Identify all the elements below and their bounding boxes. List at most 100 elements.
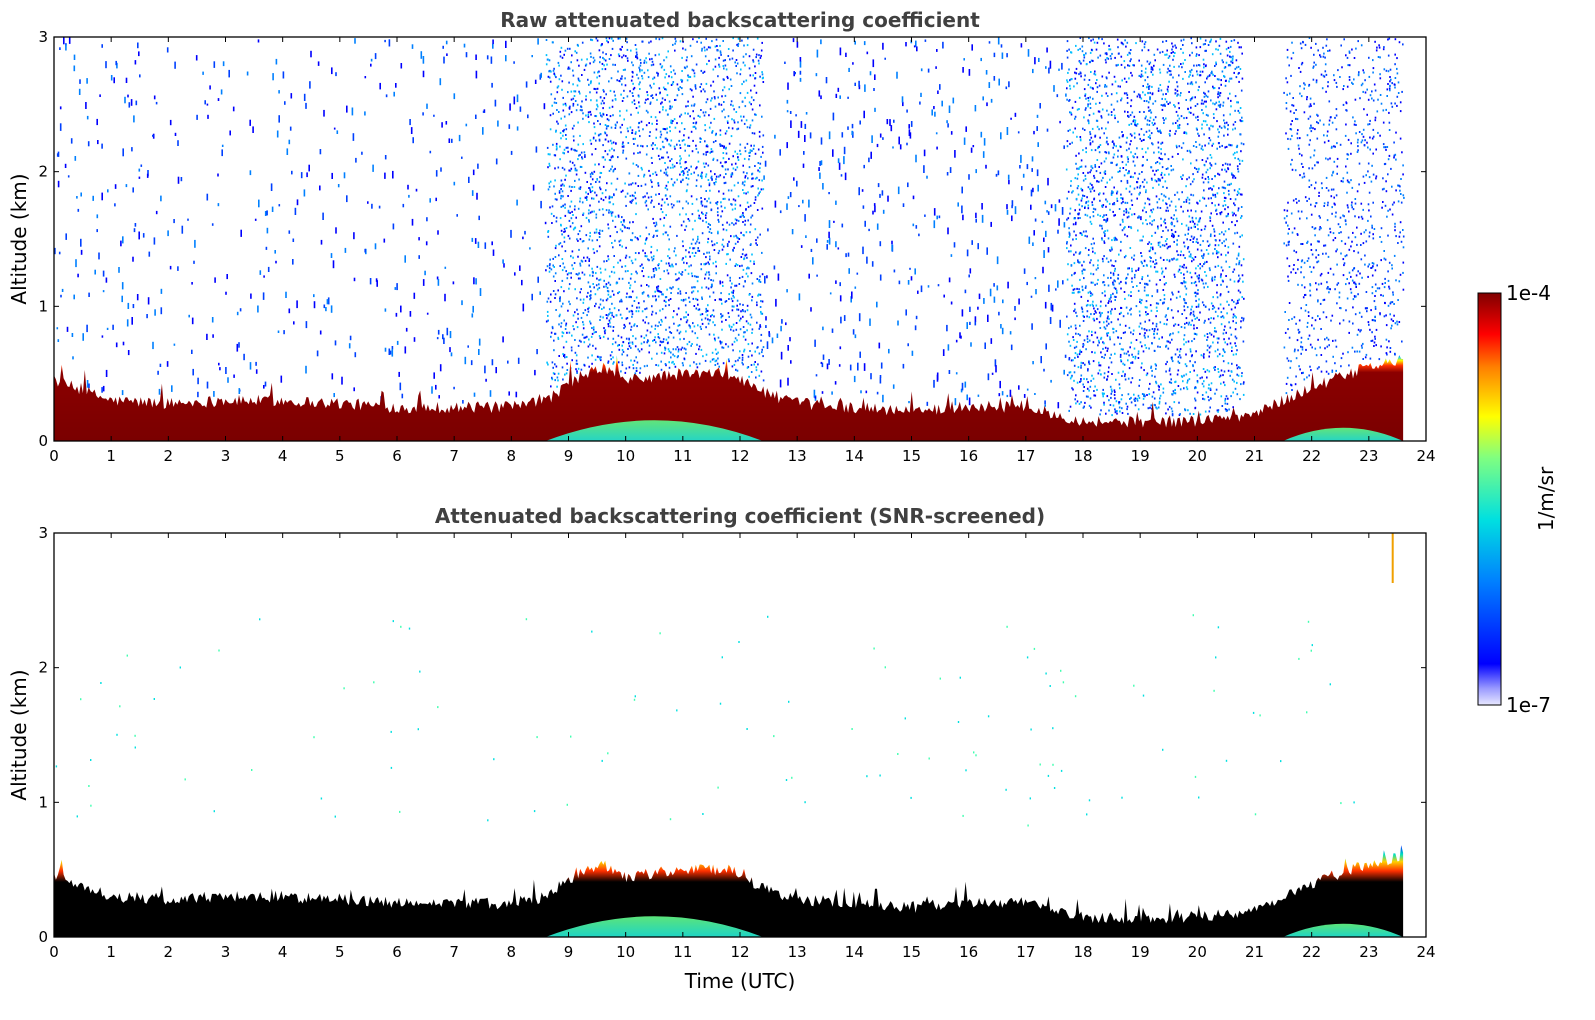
noise-pixel <box>673 355 676 358</box>
noise-pixel <box>1078 402 1081 405</box>
noise-pixel <box>759 56 762 59</box>
noise-pixel <box>1202 397 1204 400</box>
noise-pixel <box>1104 290 1106 293</box>
noise-pixel <box>1155 169 1158 172</box>
noise-pixel <box>662 108 664 111</box>
noise-pixel <box>631 342 634 345</box>
noise-pixel <box>1145 346 1148 349</box>
noise-pixel <box>1112 292 1114 295</box>
noise-pixel <box>1095 170 1098 173</box>
noise-pixel <box>681 80 683 83</box>
noise-pixel <box>1202 102 1205 105</box>
noise-pixel <box>729 279 731 282</box>
noise-pixel <box>1229 326 1232 329</box>
noise-pixel <box>1105 157 1107 160</box>
noise-pixel <box>688 324 690 327</box>
noise-pixel <box>700 173 703 176</box>
noise-pixel <box>714 360 717 363</box>
noise-pixel <box>1137 269 1140 271</box>
noise-pixel <box>667 181 669 184</box>
noise-pixel <box>1170 52 1173 54</box>
noise-pixel <box>665 300 667 303</box>
noise-pixel <box>1081 205 1083 208</box>
noise-pixel <box>573 227 576 230</box>
noise-pixel <box>1178 268 1181 271</box>
noise-pixel <box>702 162 705 165</box>
noise-pixel <box>1197 241 1199 244</box>
noise-pixel <box>631 310 634 313</box>
noise-pixel <box>761 73 764 76</box>
noise-pixel <box>615 314 618 317</box>
noise-pixel <box>594 148 597 150</box>
noise-pixel <box>598 335 601 337</box>
noise-pixel <box>563 168 566 171</box>
noise-pixel <box>1201 109 1203 111</box>
noise-pixel <box>587 356 589 359</box>
noise-pixel <box>648 344 651 347</box>
noise-pixel <box>563 290 565 293</box>
noise-pixel <box>656 249 658 252</box>
noise-pixel <box>1090 272 1092 275</box>
noise-pixel <box>1176 85 1179 88</box>
noise-pixel <box>711 314 713 316</box>
noise-pixel <box>712 309 715 312</box>
noise-pixel <box>657 154 660 157</box>
noise-pixel <box>1073 364 1076 367</box>
noise-pixel <box>1089 190 1092 193</box>
noise-pixel <box>1162 93 1164 96</box>
noise-pixel <box>603 285 605 288</box>
noise-pixel <box>709 201 712 204</box>
noise-pixel <box>589 294 592 297</box>
noise-pixel <box>716 203 718 206</box>
noise-pixel <box>578 80 581 83</box>
noise-pixel <box>593 71 596 74</box>
noise-pixel <box>1207 90 1210 93</box>
noise-pixel <box>719 143 721 146</box>
noise-pixel <box>1242 393 1245 396</box>
noise-pixel <box>577 239 579 242</box>
noise-pixel <box>1220 382 1222 385</box>
noise-pixel <box>649 102 652 105</box>
noise-pixel <box>749 151 751 154</box>
noise-pixel <box>668 299 670 302</box>
noise-pixel <box>1150 404 1153 407</box>
noise-pixel <box>1170 356 1173 359</box>
noise-pixel <box>552 41 554 44</box>
noise-pixel <box>1239 107 1242 109</box>
noise-pixel <box>1140 255 1143 258</box>
noise-pixel <box>1236 257 1238 260</box>
noise-pixel <box>582 212 585 215</box>
noise-pixel <box>676 234 678 237</box>
noise-pixel <box>1145 374 1148 377</box>
noise-pixel <box>748 155 751 157</box>
noise-pixel <box>1194 291 1197 294</box>
noise-pixel <box>618 348 621 351</box>
noise-pixel <box>1130 140 1132 143</box>
noise-pixel <box>711 150 714 153</box>
noise-pixel <box>555 145 558 148</box>
noise-pixel <box>566 369 569 371</box>
noise-pixel <box>744 338 747 341</box>
noise-pixel <box>715 38 718 41</box>
noise-pixel <box>1125 402 1127 405</box>
noise-pixel <box>713 90 715 93</box>
noise-pixel <box>1199 234 1202 237</box>
noise-pixel <box>632 335 634 338</box>
noise-pixel <box>581 260 584 263</box>
noise-pixel <box>591 354 593 357</box>
noise-pixel <box>704 90 706 93</box>
noise-pixel <box>1230 105 1232 108</box>
noise-pixel <box>1207 142 1210 145</box>
noise-pixel <box>568 272 570 275</box>
noise-pixel <box>1078 96 1081 99</box>
noise-pixel <box>1213 330 1216 333</box>
noise-pixel <box>683 347 686 350</box>
noise-pixel <box>681 346 684 349</box>
noise-pixel <box>726 245 729 247</box>
noise-pixel <box>676 329 679 332</box>
noise-pixel <box>1086 337 1089 340</box>
noise-pixel <box>1124 201 1127 204</box>
noise-pixel <box>1203 95 1206 98</box>
noise-pixel <box>609 317 612 320</box>
noise-pixel <box>1107 284 1110 287</box>
